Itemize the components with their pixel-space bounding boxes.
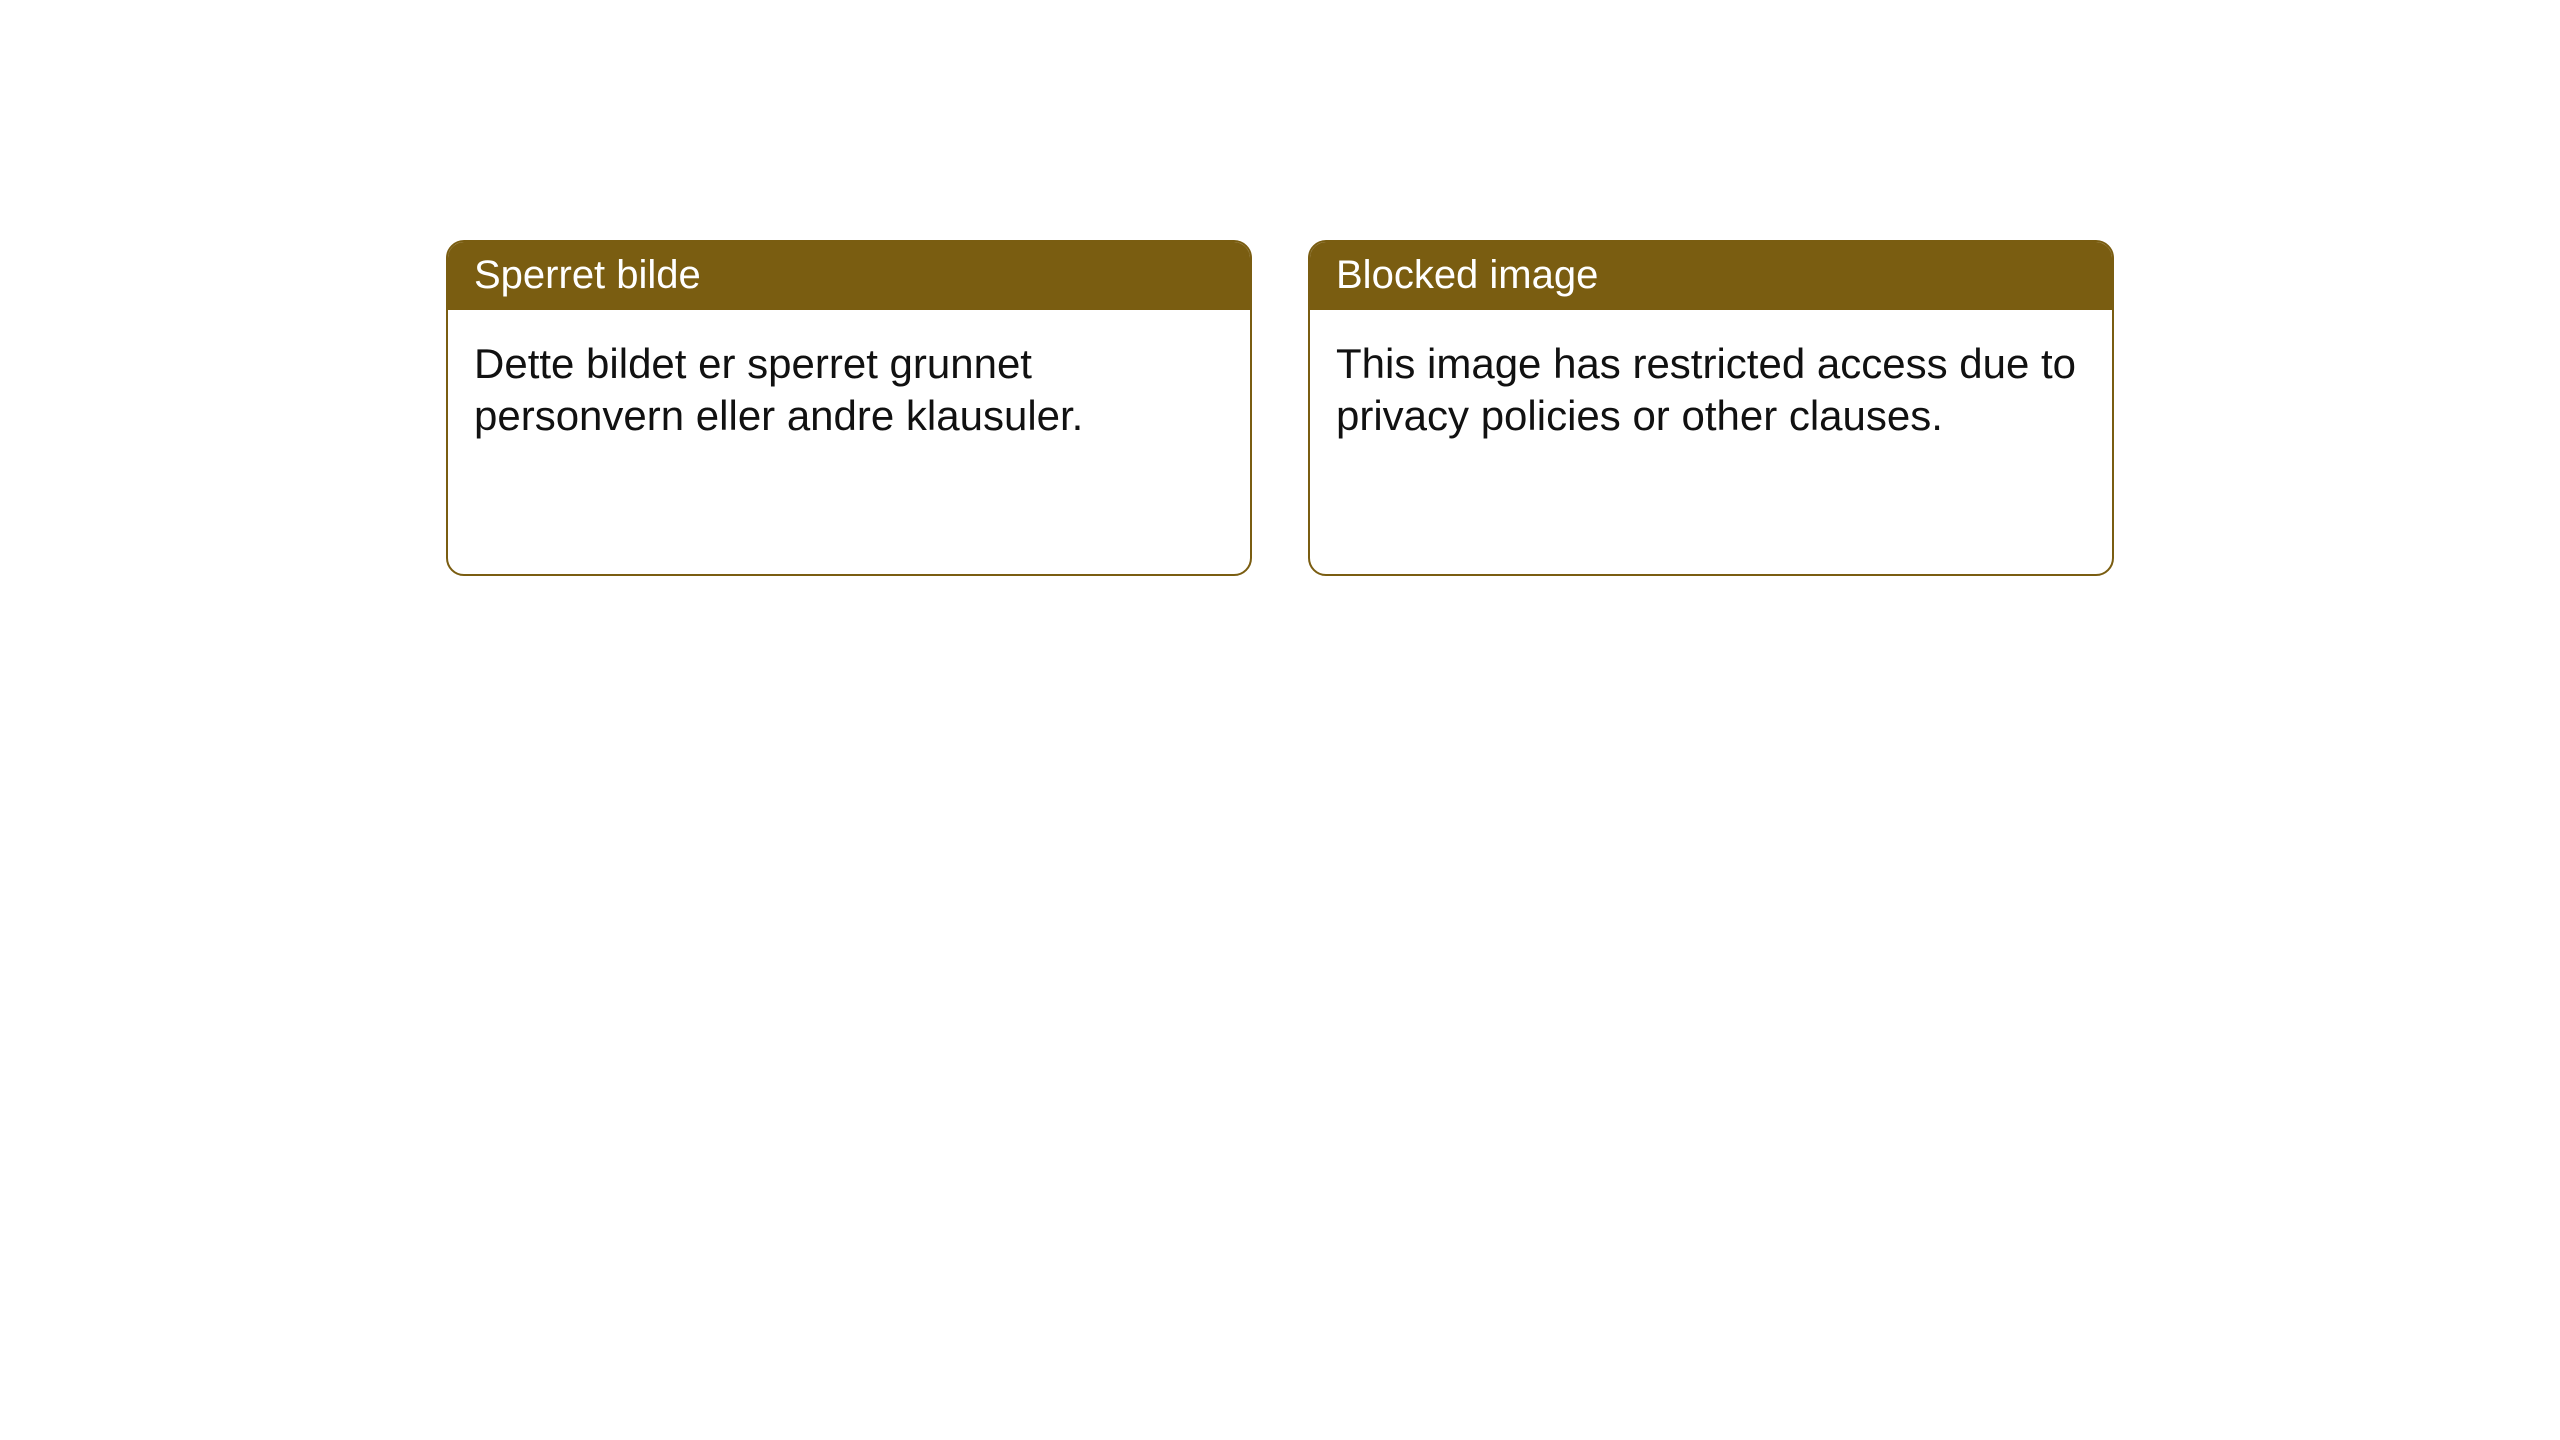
notice-body-en: This image has restricted access due to … (1310, 310, 2112, 470)
notice-body-no: Dette bildet er sperret grunnet personve… (448, 310, 1250, 470)
notice-box-no: Sperret bilde Dette bildet er sperret gr… (446, 240, 1252, 576)
notice-box-en: Blocked image This image has restricted … (1308, 240, 2114, 576)
notice-header-en: Blocked image (1310, 242, 2112, 310)
notice-container: Sperret bilde Dette bildet er sperret gr… (446, 240, 2114, 576)
notice-header-no: Sperret bilde (448, 242, 1250, 310)
